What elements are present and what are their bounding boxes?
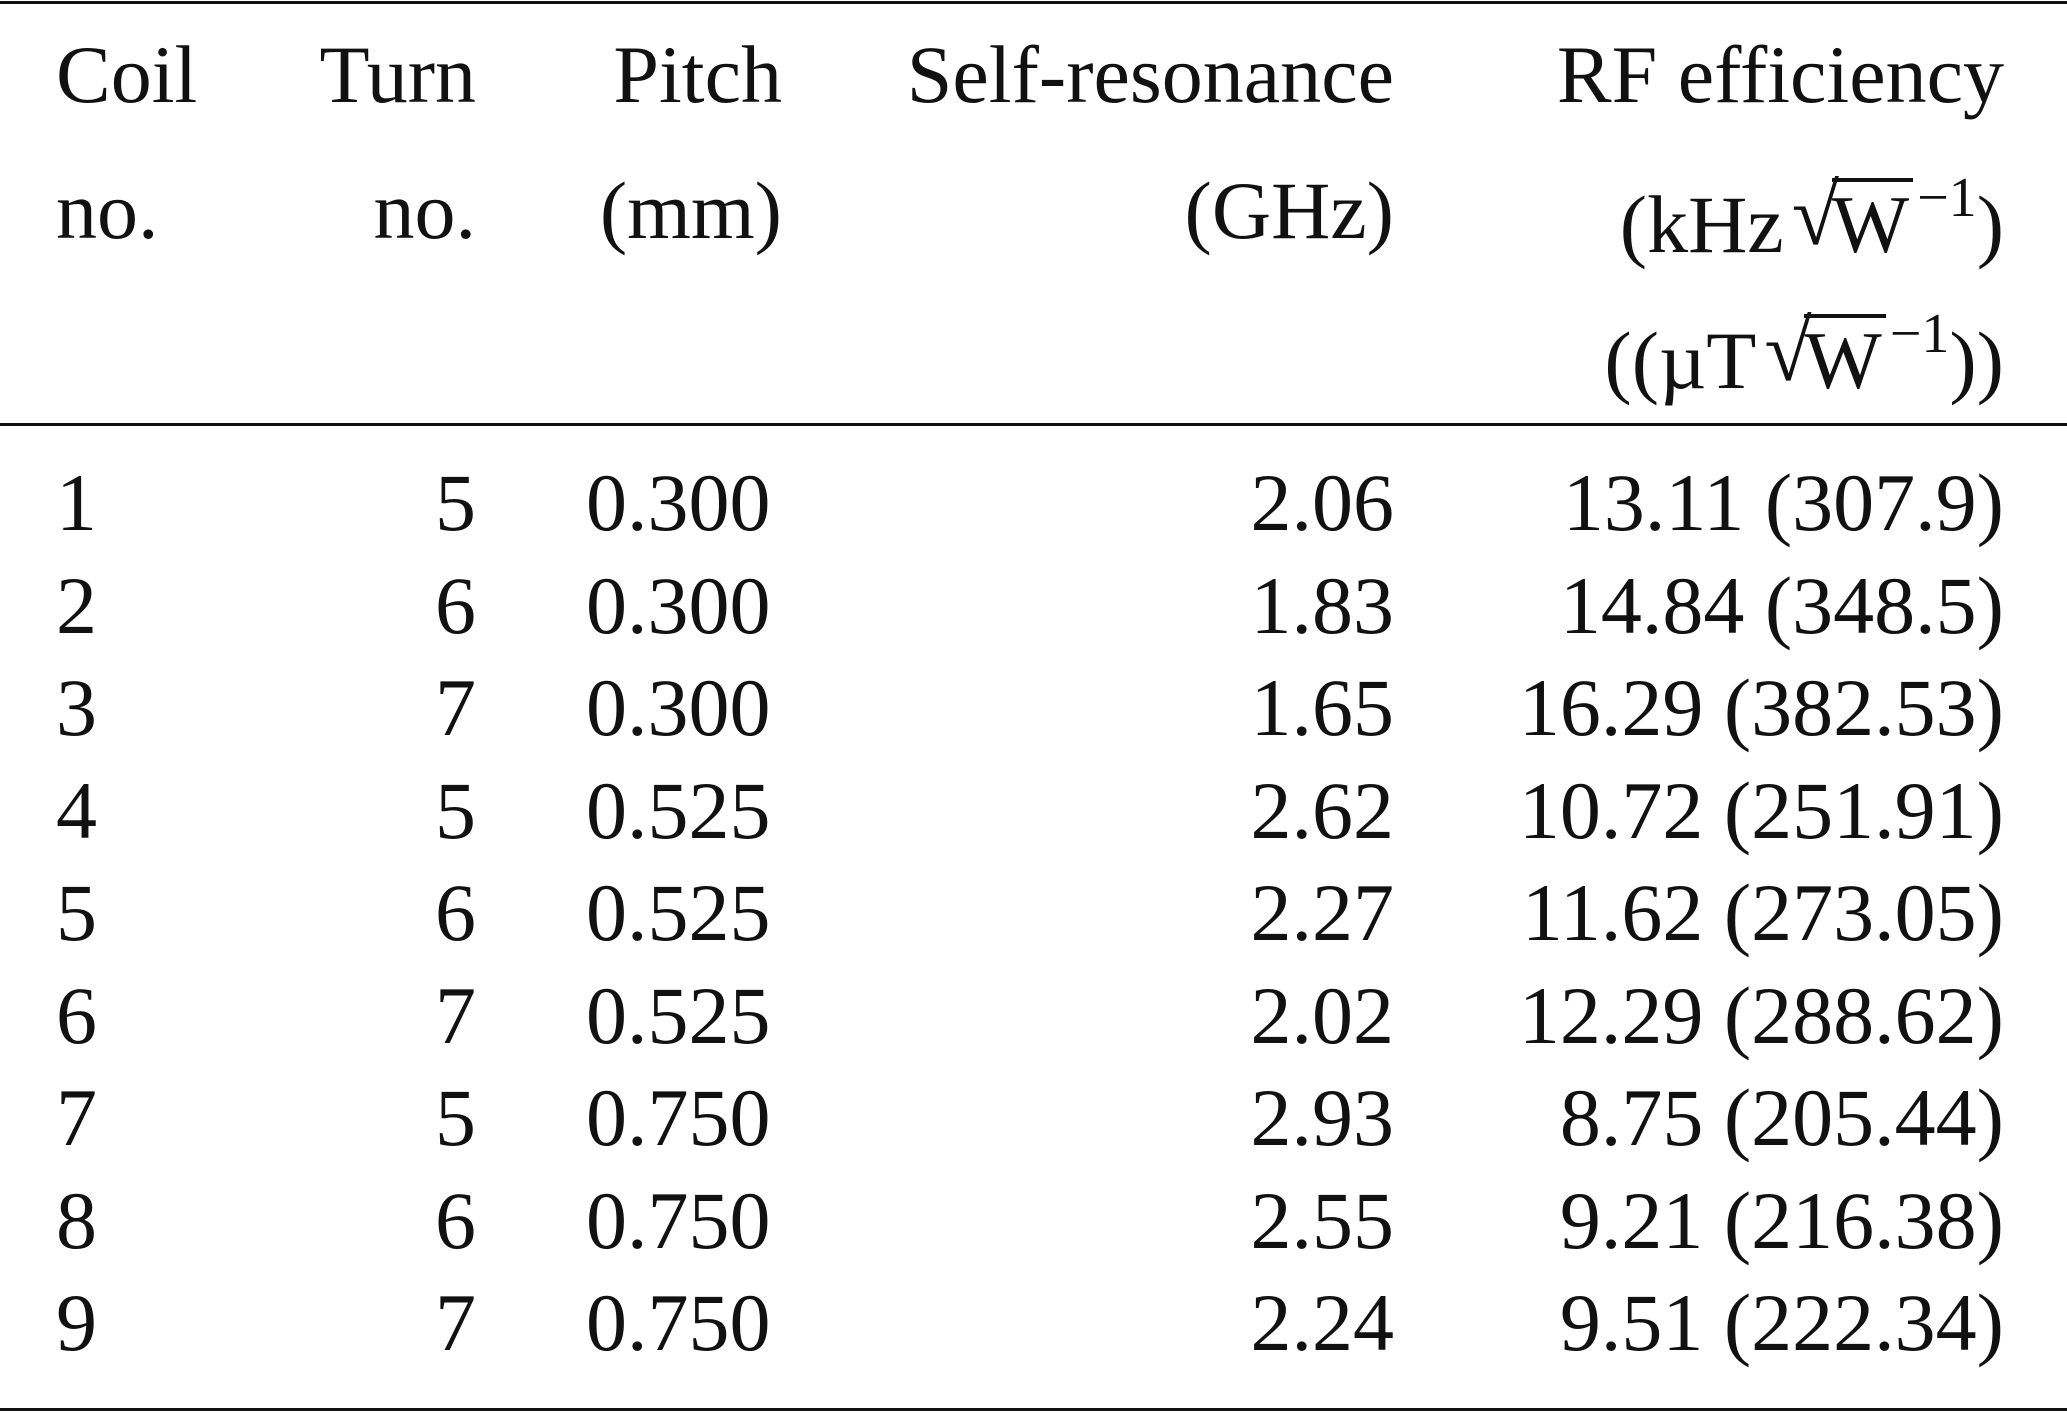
cell-rf-efficiency: 12.29 (288.62) — [1518, 970, 2004, 1061]
cell-coil: 8 — [56, 1175, 97, 1266]
unit2-prefix: ((µT — [1604, 315, 1757, 406]
cell-pitch: 0.300 — [586, 457, 771, 548]
cell-turn: 7 — [435, 970, 476, 1061]
cell-turn: 7 — [435, 662, 476, 753]
cell-rf-efficiency: 11.62 (273.05) — [1521, 867, 2004, 958]
header-pitch-line1: Pitch — [613, 29, 782, 120]
cell-rf-efficiency: 9.51 (222.34) — [1559, 1277, 2004, 1368]
cell-pitch: 0.525 — [586, 867, 771, 958]
header-coil-line1: Coil — [56, 29, 198, 120]
cell-coil: 5 — [56, 867, 97, 958]
header-turn-line1: Turn — [319, 29, 476, 120]
cell-self-resonance: 2.24 — [1250, 1277, 1395, 1368]
header-self-resonance-line1: Self-resonance — [906, 29, 1394, 120]
header-rf-efficiency-unit2: ((µT √ W −1)) — [1394, 306, 2004, 402]
cell-coil: 9 — [56, 1277, 97, 1368]
header-rule — [0, 423, 2067, 426]
cell-turn: 5 — [435, 765, 476, 856]
cell-coil: 6 — [56, 970, 97, 1061]
cell-rf-efficiency: 9.21 (216.38) — [1559, 1175, 2004, 1266]
unit1-radicand: W — [1831, 178, 1914, 266]
cell-pitch: 0.525 — [586, 765, 771, 856]
cell-pitch: 0.750 — [586, 1072, 771, 1163]
cell-pitch: 0.300 — [586, 560, 771, 651]
unit2-suffix: )) — [1949, 315, 2004, 406]
unit2-exponent: −1 — [1889, 303, 1950, 365]
cell-pitch: 0.525 — [586, 970, 771, 1061]
cell-rf-efficiency: 13.11 (307.9) — [1562, 457, 2004, 548]
header-self-resonance-line2: (GHz) — [1184, 165, 1394, 256]
cell-coil: 3 — [56, 662, 97, 753]
cell-self-resonance: 2.06 — [1250, 457, 1395, 548]
cell-turn: 6 — [435, 560, 476, 651]
top-rule — [0, 1, 2067, 4]
sqrt-symbol: √ W — [1792, 172, 1914, 266]
cell-self-resonance: 1.65 — [1250, 662, 1395, 753]
unit1-prefix: (kHz — [1619, 179, 1784, 270]
cell-pitch: 0.750 — [586, 1175, 771, 1266]
sqrt-symbol: √ W — [1764, 308, 1886, 402]
radical-sign: √ — [1791, 167, 1839, 263]
bottom-rule — [0, 1408, 2067, 1411]
cell-turn: 5 — [435, 457, 476, 548]
unit1-suffix: ) — [1976, 179, 2004, 270]
unit2-radicand: W — [1804, 314, 1886, 402]
cell-rf-efficiency: 8.75 (205.44) — [1559, 1072, 2004, 1163]
cell-turn: 6 — [435, 867, 476, 958]
cell-turn: 7 — [435, 1277, 476, 1368]
cell-turn: 6 — [435, 1175, 476, 1266]
cell-self-resonance: 1.83 — [1250, 560, 1395, 651]
cell-rf-efficiency: 14.84 (348.5) — [1559, 560, 2004, 651]
cell-self-resonance: 2.02 — [1250, 970, 1395, 1061]
cell-pitch: 0.300 — [586, 662, 771, 753]
cell-self-resonance: 2.27 — [1250, 867, 1395, 958]
cell-self-resonance: 2.55 — [1250, 1175, 1395, 1266]
header-rf-efficiency-unit1: (kHz √ W −1) — [1394, 170, 2004, 266]
header-coil-line2: no. — [56, 165, 159, 256]
cell-rf-efficiency: 10.72 (251.91) — [1518, 765, 2004, 856]
cell-coil: 7 — [56, 1072, 97, 1163]
cell-self-resonance: 2.93 — [1250, 1072, 1395, 1163]
radical-sign: √ — [1764, 303, 1812, 399]
cell-turn: 5 — [435, 1072, 476, 1163]
header-pitch-line2: (mm) — [599, 165, 782, 256]
cell-coil: 1 — [56, 457, 97, 548]
cell-self-resonance: 2.62 — [1250, 765, 1395, 856]
header-rf-efficiency-title: RF efficiency — [1556, 29, 2004, 120]
cell-pitch: 0.750 — [586, 1277, 771, 1368]
unit1-exponent: −1 — [1917, 167, 1977, 229]
cell-coil: 4 — [56, 765, 97, 856]
header-turn-line2: no. — [373, 165, 477, 256]
cell-coil: 2 — [56, 560, 97, 651]
cell-rf-efficiency: 16.29 (382.53) — [1518, 662, 2004, 753]
